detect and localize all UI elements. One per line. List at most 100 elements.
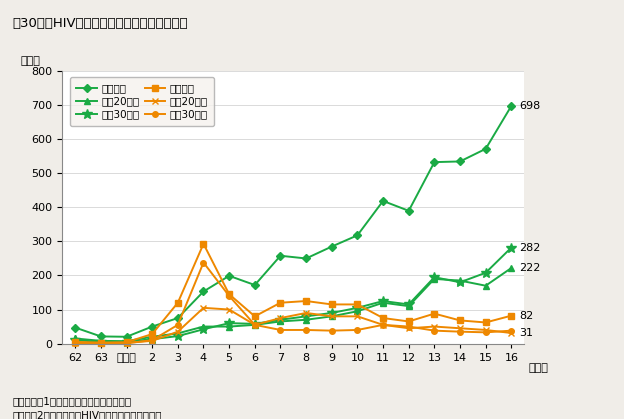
男性20歳代 (303, 317, 310, 322)
男性総数 (251, 282, 258, 287)
男性総数 (174, 316, 182, 321)
女性20歳代 (507, 331, 515, 336)
男性30歳代 (405, 302, 412, 307)
男性20歳代 (431, 277, 438, 282)
女性20歳代 (225, 307, 233, 312)
男性20歳代 (251, 322, 258, 327)
男性20歳代 (97, 338, 105, 343)
女性20歳代 (200, 305, 207, 310)
女性総数 (174, 300, 182, 305)
男性30歳代 (251, 321, 258, 326)
Line: 男性20歳代: 男性20歳代 (72, 264, 515, 345)
女性総数 (72, 339, 79, 344)
女性20歳代 (456, 326, 464, 331)
男性30歳代 (482, 270, 489, 275)
男性総数 (507, 103, 515, 109)
Text: （人）: （人） (21, 56, 41, 66)
男性総数 (303, 256, 310, 261)
男性20歳代 (354, 309, 361, 314)
男性20歳代 (276, 319, 284, 324)
Text: 第30図　HIV感染者の性別，年代別年次推移: 第30図 HIV感染者の性別，年代別年次推移 (12, 17, 188, 30)
女性30歳代 (303, 328, 310, 333)
男性20歳代 (225, 324, 233, 329)
女性総数 (507, 313, 515, 318)
男性総数 (431, 160, 438, 165)
男性30歳代 (379, 298, 387, 303)
男性総数 (328, 244, 336, 249)
男性総数 (72, 325, 79, 330)
男性30歳代 (123, 339, 130, 344)
Legend: 男性総数, 男性20歳代, 男性30歳代, 女性総数, 女性20歳代, 女性30歳代: 男性総数, 男性20歳代, 男性30歳代, 女性総数, 女性20歳代, 女性30… (70, 77, 214, 126)
Line: 女性20歳代: 女性20歳代 (72, 304, 515, 347)
女性20歳代 (431, 324, 438, 329)
女性総数 (431, 311, 438, 316)
女性30歳代 (482, 330, 489, 335)
女性20歳代 (251, 322, 258, 327)
女性総数 (276, 300, 284, 305)
男性30歳代 (276, 317, 284, 322)
男性30歳代 (354, 305, 361, 310)
女性総数 (251, 314, 258, 319)
男性総数 (276, 253, 284, 258)
Text: 31: 31 (519, 328, 533, 338)
女性30歳代 (405, 324, 412, 329)
女性20歳代 (482, 328, 489, 333)
女性30歳代 (507, 328, 515, 333)
Text: （備考）　1．厚生労働省資料より作成。: （備考） 1．厚生労働省資料より作成。 (12, 396, 132, 406)
男性20歳代 (379, 300, 387, 305)
女性総数 (225, 292, 233, 297)
女性20歳代 (276, 316, 284, 321)
女性20歳代 (72, 340, 79, 345)
Line: 男性総数: 男性総数 (72, 103, 514, 339)
男性20歳代 (174, 331, 182, 336)
女性30歳代 (200, 260, 207, 265)
男性30歳代 (200, 327, 207, 332)
男性20歳代 (405, 304, 412, 309)
Text: 82: 82 (519, 310, 534, 321)
男性20歳代 (200, 324, 207, 329)
男性20歳代 (482, 283, 489, 288)
女性総数 (123, 340, 130, 345)
女性総数 (200, 241, 207, 246)
男性30歳代 (72, 338, 79, 343)
男性30歳代 (456, 280, 464, 285)
女性20歳代 (328, 314, 336, 319)
Text: 2．各年の新規HIV感染者報告数である。: 2．各年の新規HIV感染者報告数である。 (12, 410, 162, 419)
女性30歳代 (72, 341, 79, 346)
女性30歳代 (276, 328, 284, 333)
男性20歳代 (72, 336, 79, 341)
女性20歳代 (303, 310, 310, 316)
男性総数 (354, 233, 361, 238)
女性20歳代 (174, 329, 182, 334)
女性30歳代 (251, 322, 258, 327)
女性30歳代 (225, 293, 233, 298)
男性総数 (97, 334, 105, 339)
男性20歳代 (149, 334, 156, 339)
男性30歳代 (507, 245, 515, 250)
Text: 282: 282 (519, 243, 540, 253)
女性30歳代 (354, 328, 361, 333)
女性総数 (354, 302, 361, 307)
男性総数 (123, 334, 130, 339)
女性30歳代 (431, 328, 438, 333)
男性総数 (200, 289, 207, 294)
女性30歳代 (328, 328, 336, 333)
女性総数 (149, 331, 156, 336)
男性総数 (225, 273, 233, 278)
男性20歳代 (507, 266, 515, 271)
男性総数 (379, 199, 387, 204)
男性20歳代 (328, 314, 336, 319)
女性30歳代 (174, 322, 182, 327)
女性30歳代 (97, 341, 105, 346)
Line: 男性30歳代: 男性30歳代 (71, 243, 516, 347)
男性30歳代 (149, 336, 156, 341)
女性20歳代 (354, 314, 361, 319)
女性総数 (97, 340, 105, 345)
男性総数 (482, 146, 489, 151)
女性30歳代 (149, 338, 156, 343)
男性30歳代 (431, 275, 438, 280)
女性総数 (405, 319, 412, 324)
男性30歳代 (328, 310, 336, 316)
男性30歳代 (174, 334, 182, 339)
男性総数 (456, 159, 464, 164)
